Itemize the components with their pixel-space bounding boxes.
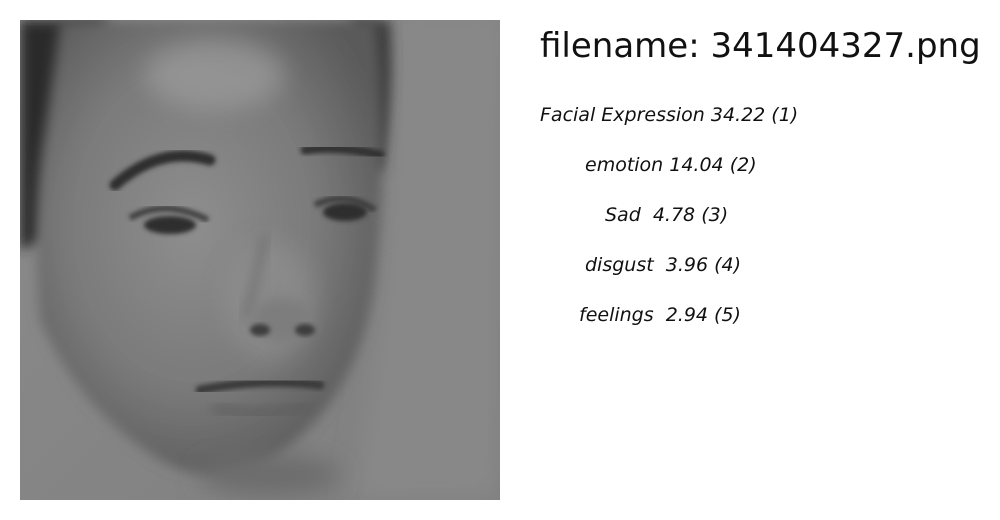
label-row-2: emotion 14.04 (2) [585,154,757,176]
label-row-5: feelings 2.94 (5) [579,304,741,326]
label-row-1: Facial Expression 34.22 (1) [540,104,799,126]
face-photo-icon [20,20,500,500]
face-image [20,20,500,500]
filename-title: filename: 341404327.png [540,26,981,66]
label-row-4: disgust 3.96 (4) [585,254,742,276]
label-row-3: Sad 4.78 (3) [605,204,729,226]
